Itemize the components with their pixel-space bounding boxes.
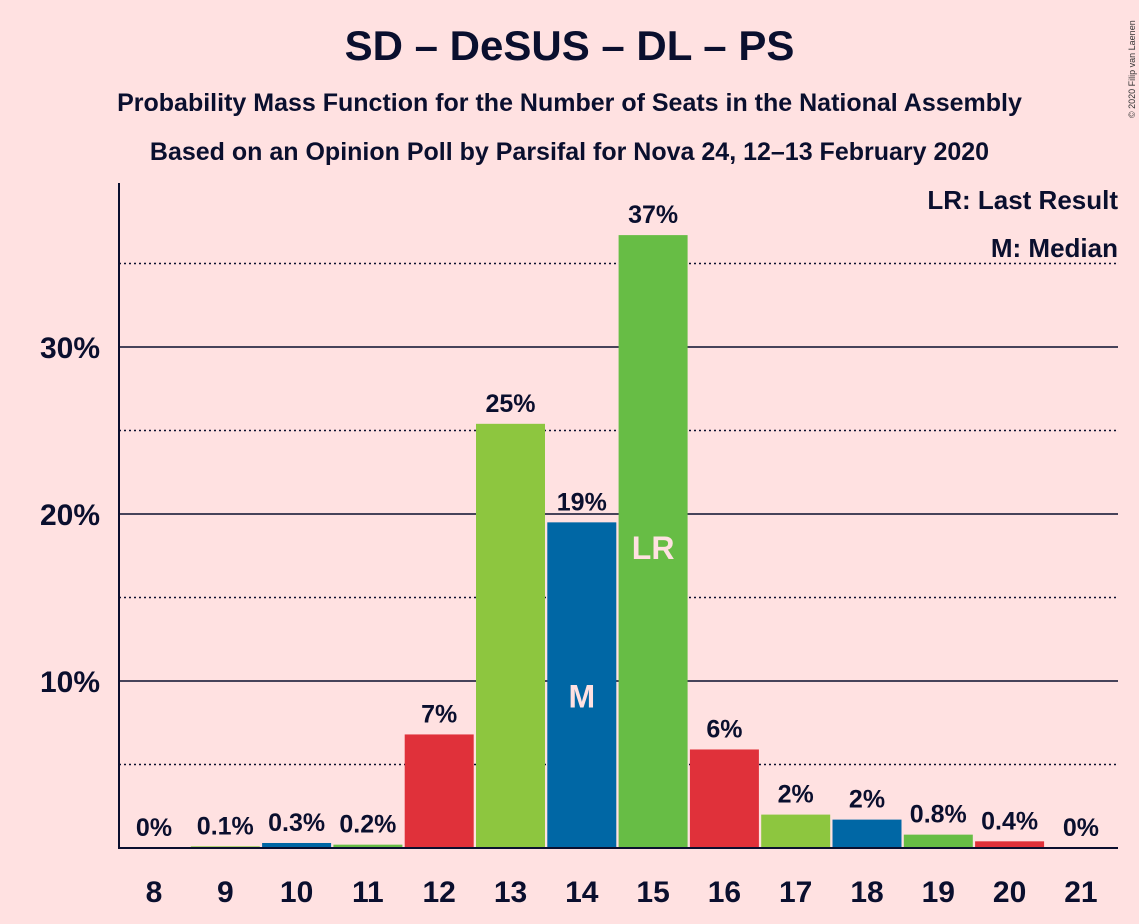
chart-title: SD – DeSUS – DL – PS [344,22,795,69]
bar-seat-14 [547,522,617,848]
median-marker: M [568,679,595,715]
x-tick-label: 14 [565,876,599,909]
legend-median: M: Median [991,233,1118,263]
bar-value-label: 7% [421,700,457,728]
bar-labels-group: 0% 0.1% 0.3% 0.2% 7% 25% 19% M 37% LR 6% 2% 2% 0.8% 0.… [136,201,1099,842]
x-tick-label: 10 [280,876,313,909]
bar-seat-15 [618,235,688,849]
bar-seat-20 [975,841,1045,848]
bar-seat-16 [689,749,759,848]
x-axis-ticks: 8 9 10 11 12 13 14 15 16 17 18 19 20 21 [146,876,1098,909]
bar-value-label: 0.2% [339,811,396,839]
x-tick-label: 12 [423,876,456,909]
bar-value-label: 0% [136,814,172,842]
bar-value-label: 6% [706,715,742,743]
bar-value-label: 19% [557,488,607,516]
bar-value-label: 0% [1063,814,1099,842]
y-tick-label: 30% [40,332,100,365]
y-tick-label: 20% [40,499,100,532]
x-tick-label: 16 [708,876,741,909]
bar-seat-19 [903,834,973,848]
bar-seat-11 [333,844,403,848]
x-tick-label: 11 [352,876,384,909]
x-tick-label: 8 [146,876,163,909]
x-tick-label: 17 [779,876,812,909]
bar-value-label: 0.1% [197,812,254,840]
bar-seat-18 [832,819,902,848]
x-tick-label: 20 [993,876,1026,909]
x-tick-label: 15 [636,876,669,909]
chart-subtitle: Probability Mass Function for the Number… [117,89,1022,117]
y-tick-label: 10% [40,666,100,699]
x-tick-label: 13 [494,876,527,909]
bar-seat-12 [404,734,474,848]
x-tick-label: 9 [217,876,234,909]
x-tick-label: 19 [922,876,955,909]
bar-value-label: 25% [485,390,535,418]
bar-value-label: 0.4% [981,807,1038,835]
legend-last-result: LR: Last Result [927,185,1118,215]
y-axis-ticks: 10% 20% 30% [40,332,100,699]
bar-seat-10 [262,842,332,848]
last-result-marker: LR [632,530,675,566]
x-tick-label: 18 [850,876,883,909]
gridlines [119,262,1118,766]
bars-group [190,235,1045,849]
bar-value-label: 2% [849,786,885,814]
bar-seat-17 [761,814,831,848]
bar-seat-13 [476,423,545,848]
bar-value-label: 0.8% [910,801,967,829]
bar-value-label: 0.3% [268,809,325,837]
x-tick-label: 21 [1064,876,1097,909]
bar-value-label: 2% [778,781,814,809]
chart-source-subtitle: Based on an Opinion Poll by Parsifal for… [149,138,990,166]
bar-value-label: 37% [628,201,678,229]
